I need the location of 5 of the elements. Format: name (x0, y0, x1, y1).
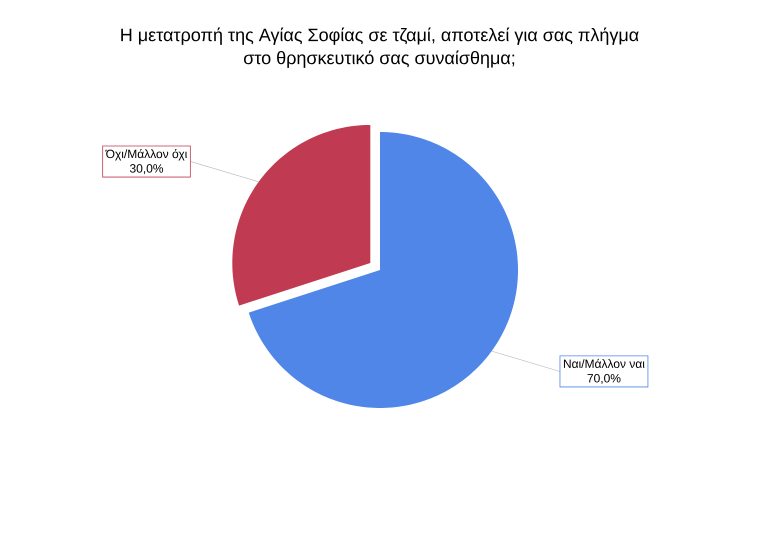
slice-label: Ναι/Μάλλον ναι (564, 358, 645, 368)
slice-label: Όχι/Μάλλον όχι (105, 149, 187, 161)
chart-title: Η μετατροπή της Αγίας Σοφίας σε τζαμί, αποτελεί για σας πλήγμα στο θρησκευτικό σας συναίσθημα; (121, 28, 639, 68)
data-label: 70,0% (588, 374, 621, 384)
data-label: 30,0% (130, 164, 164, 174)
